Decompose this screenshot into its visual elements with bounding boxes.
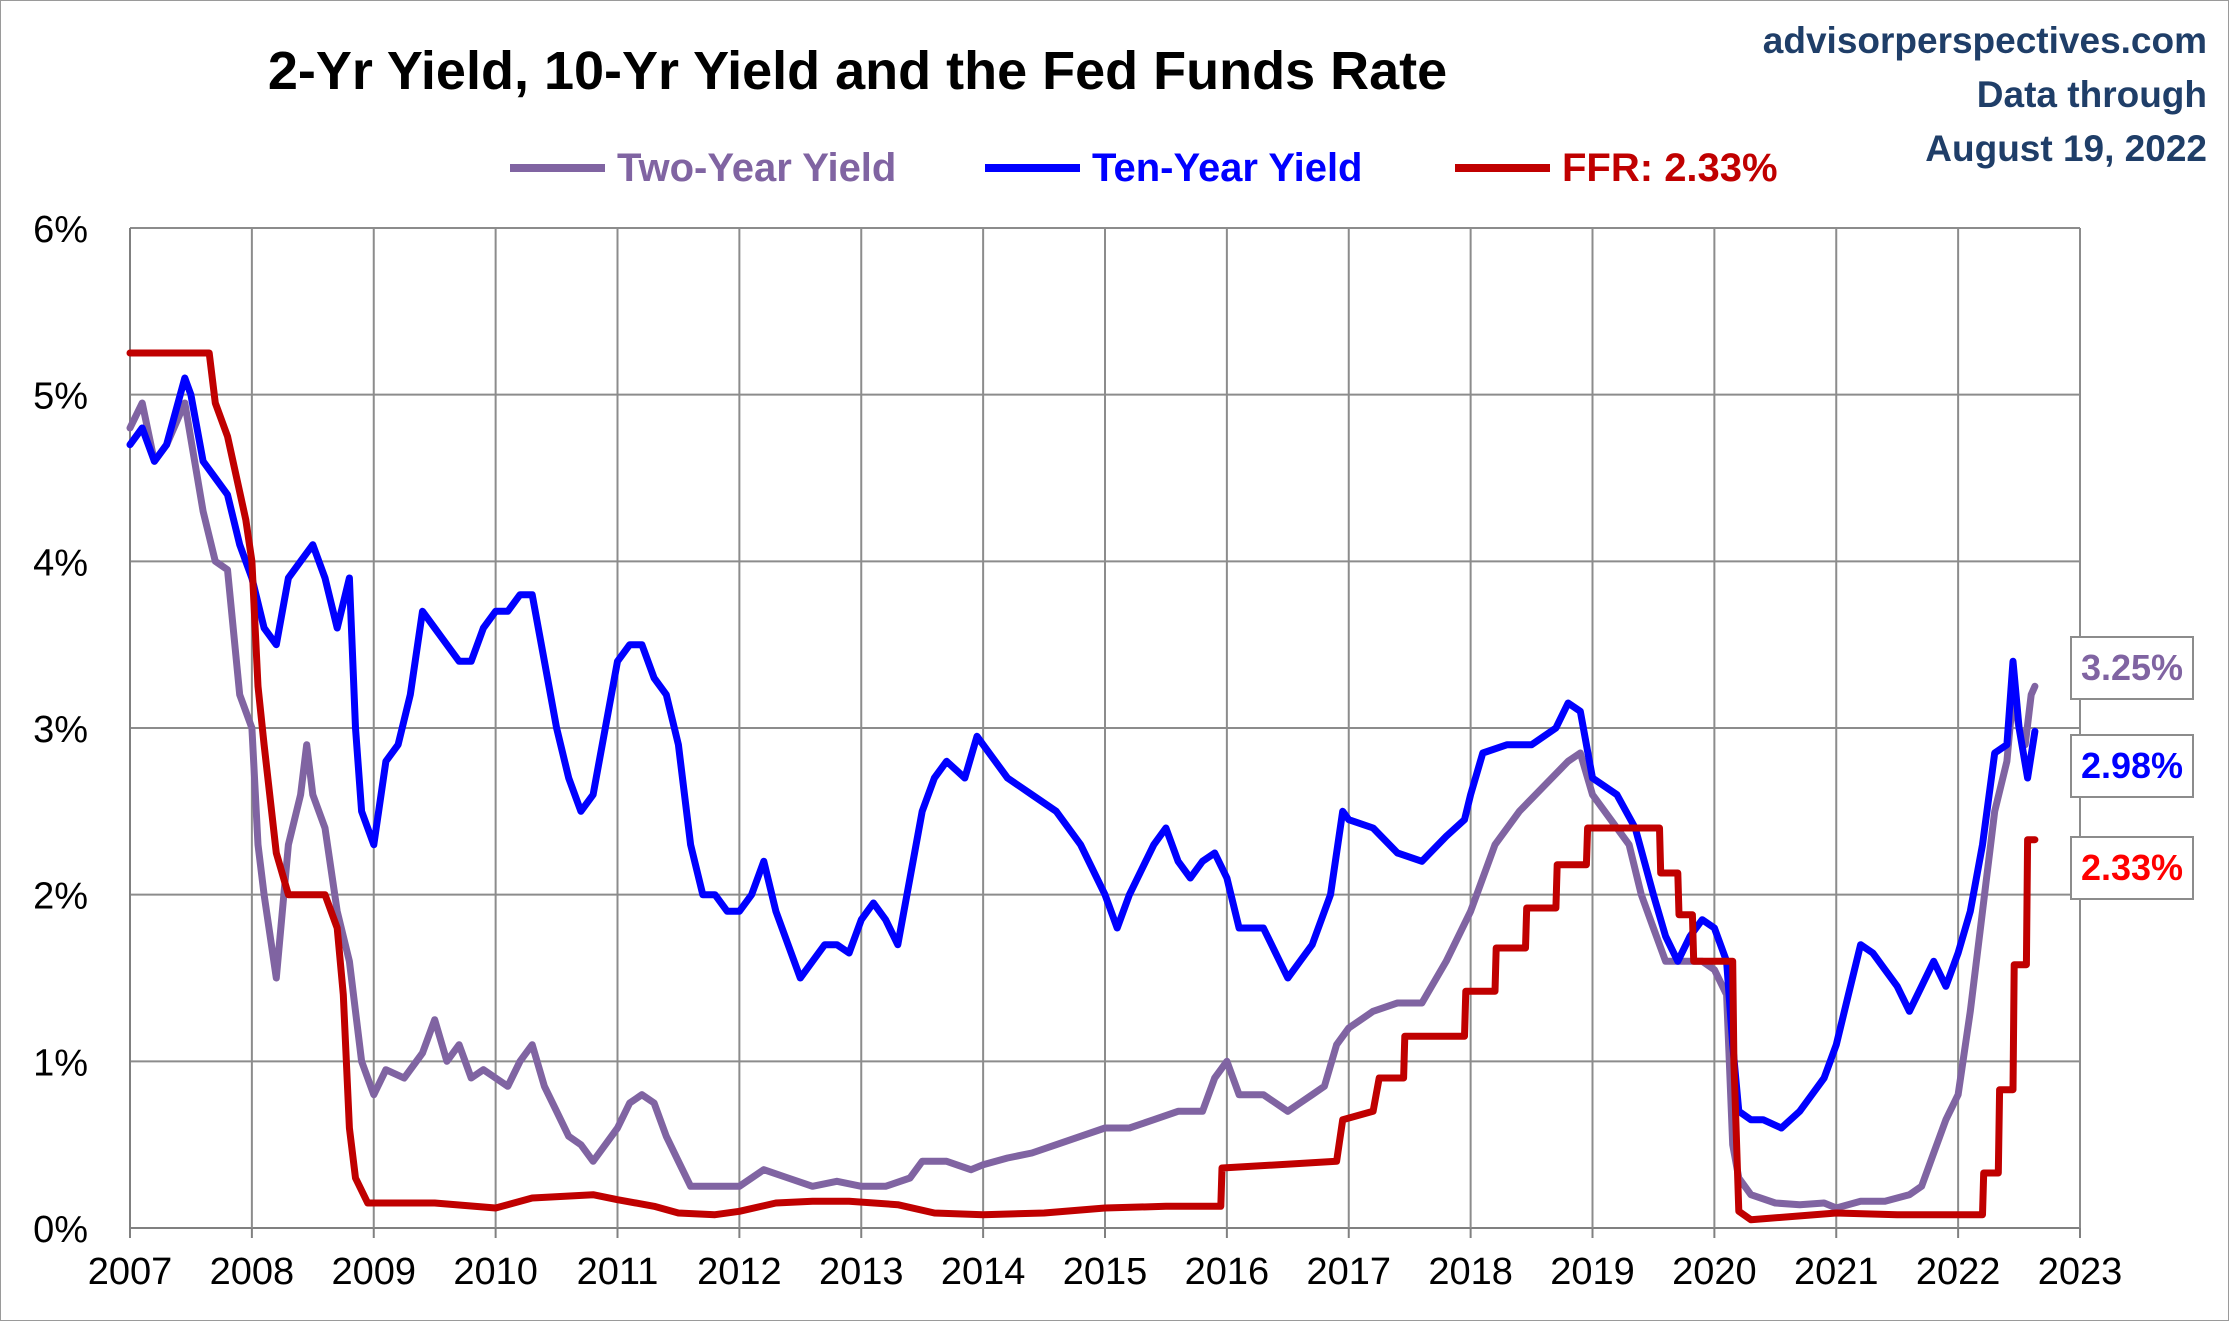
series-line-ffr bbox=[126, 349, 2039, 1224]
y-tick-label: 2% bbox=[33, 876, 88, 918]
x-tick-label: 2017 bbox=[1306, 1251, 1391, 1293]
source-line-website: advisorperspectives.com bbox=[1762, 20, 2207, 61]
legend-item-ffr: FFR: 2.33% bbox=[1455, 138, 1778, 198]
y-tick-label: 6% bbox=[33, 209, 88, 251]
legend-item-ten-year: Ten-Year Yield bbox=[985, 138, 1363, 198]
source-note: advisorperspectives.com Data through Aug… bbox=[1763, 14, 2207, 176]
end-label-ffr: 2.33% bbox=[2070, 836, 2194, 900]
source-line-data-through: Data through bbox=[1976, 74, 2207, 115]
end-label-ten-year: 2.98% bbox=[2070, 734, 2194, 798]
x-tick-label: 2013 bbox=[819, 1251, 904, 1293]
x-tick-label: 2014 bbox=[941, 1251, 1026, 1293]
y-tick-label: 5% bbox=[33, 376, 88, 418]
x-tick-label: 2018 bbox=[1428, 1251, 1513, 1293]
series-line-ten-year bbox=[126, 374, 2039, 1132]
x-tick-label: 2022 bbox=[1916, 1251, 2001, 1293]
x-tick-label: 2021 bbox=[1794, 1251, 1879, 1293]
y-tick-label: 1% bbox=[33, 1042, 88, 1084]
x-tick-label: 2023 bbox=[2038, 1251, 2123, 1293]
y-tick-label: 0% bbox=[33, 1209, 88, 1251]
legend-label-two-year: Two-Year Yield bbox=[617, 145, 897, 190]
x-tick-label: 2008 bbox=[210, 1251, 295, 1293]
series-line-two-year bbox=[126, 399, 2039, 1212]
y-tick-label: 4% bbox=[33, 542, 88, 584]
legend-swatch-ten-year bbox=[985, 164, 1080, 172]
x-tick-label: 2010 bbox=[453, 1251, 538, 1293]
legend-swatch-ffr bbox=[1455, 164, 1550, 172]
legend-label-ten-year: Ten-Year Yield bbox=[1092, 145, 1363, 190]
x-tick-label: 2007 bbox=[88, 1251, 173, 1293]
x-tick-label: 2012 bbox=[697, 1251, 782, 1293]
x-tick-label: 2015 bbox=[1063, 1251, 1148, 1293]
source-line-date: August 19, 2022 bbox=[1925, 128, 2207, 169]
y-tick-label: 3% bbox=[33, 709, 88, 751]
x-tick-label: 2020 bbox=[1672, 1251, 1757, 1293]
x-tick-label: 2009 bbox=[331, 1251, 416, 1293]
chart-title: 2-Yr Yield, 10-Yr Yield and the Fed Fund… bbox=[267, 41, 1448, 101]
x-tick-label: 2011 bbox=[577, 1251, 659, 1293]
end-label-two-year: 3.25% bbox=[2070, 636, 2194, 700]
x-tick-label: 2019 bbox=[1550, 1251, 1635, 1293]
x-tick-label: 2016 bbox=[1185, 1251, 1270, 1293]
legend-label-ffr: FFR: 2.33% bbox=[1562, 145, 1778, 190]
legend-swatch-two-year bbox=[510, 164, 605, 172]
legend-item-two-year: Two-Year Yield bbox=[510, 138, 896, 198]
